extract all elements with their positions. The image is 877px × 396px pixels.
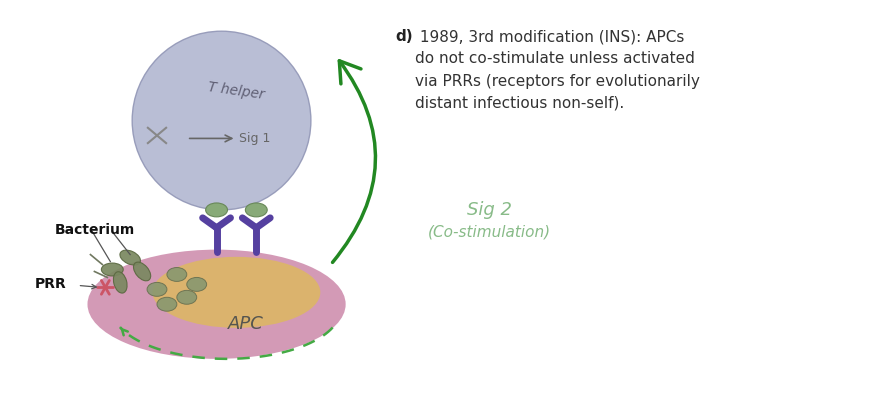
Text: Sig 2: Sig 2 — [467, 201, 512, 219]
FancyArrowPatch shape — [332, 61, 375, 263]
Ellipse shape — [133, 262, 151, 281]
Text: 1989, 3rd modification (INS): APCs
do not co-stimulate unless activated
via PRRs: 1989, 3rd modification (INS): APCs do no… — [415, 29, 700, 111]
Text: PRR: PRR — [35, 277, 67, 291]
Ellipse shape — [157, 297, 177, 311]
Text: (Co-stimulation): (Co-stimulation) — [428, 224, 552, 239]
Text: Bacterium: Bacterium — [54, 223, 135, 237]
Text: Sig 1: Sig 1 — [239, 132, 271, 145]
Ellipse shape — [167, 268, 187, 282]
Text: APC: APC — [228, 315, 264, 333]
Ellipse shape — [153, 257, 320, 328]
Ellipse shape — [187, 278, 207, 291]
Text: T helper: T helper — [207, 80, 266, 102]
Ellipse shape — [113, 272, 127, 293]
Ellipse shape — [88, 249, 346, 359]
Ellipse shape — [205, 203, 227, 217]
Ellipse shape — [120, 250, 140, 265]
Ellipse shape — [147, 282, 167, 296]
Ellipse shape — [177, 290, 196, 304]
Text: d): d) — [396, 29, 413, 44]
Ellipse shape — [102, 263, 124, 276]
Ellipse shape — [132, 31, 311, 210]
Ellipse shape — [246, 203, 267, 217]
